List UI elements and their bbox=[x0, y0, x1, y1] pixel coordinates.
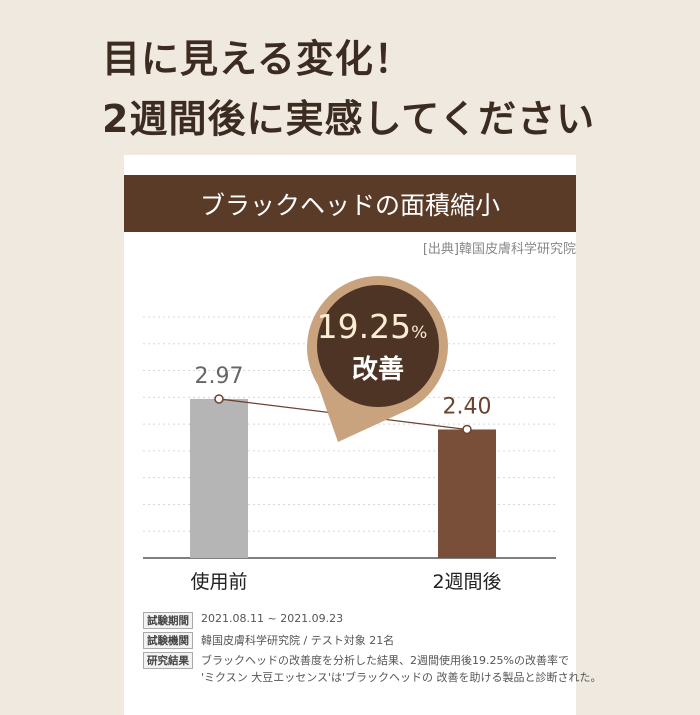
meta-text: ブラックヘッドの改善度を分析した結果、2週間使用後19.25%の改善率で bbox=[201, 654, 569, 667]
badge-label: 改善 bbox=[352, 354, 404, 385]
badge-unit: % bbox=[411, 323, 427, 343]
chart: 2.97 使用前 2.40 2週間後 19.25% 改善 bbox=[143, 276, 556, 593]
badge-value: 19.25 bbox=[317, 307, 411, 346]
category-label: 使用前 bbox=[190, 571, 247, 593]
meta-text: 2021.08.11 ~ 2021.09.23 bbox=[201, 612, 344, 625]
meta-text-2: 'ミクスン 大豆エッセンス'は'ブラックヘッドの 改善を助ける製品と診断された。 bbox=[201, 671, 602, 684]
category-label: 2週間後 bbox=[432, 571, 501, 593]
meta-text: 韓国皮膚科学研究院 / テスト対象 21名 bbox=[201, 634, 395, 647]
data-label: 2.40 bbox=[443, 394, 492, 419]
point-marker bbox=[462, 424, 472, 435]
chart-title: ブラックヘッドの面積縮小 bbox=[124, 175, 576, 232]
meta-row-period: 試験期間 2021.08.11 ~ 2021.09.23 bbox=[143, 612, 343, 629]
data-label: 2.97 bbox=[195, 364, 244, 389]
bar-0 bbox=[190, 398, 248, 558]
meta-row-result: 研究結果 ブラックヘッドの改善度を分析した結果、2週間使用後19.25%の改善率で… bbox=[143, 652, 602, 686]
meta-tag: 研究結果 bbox=[143, 652, 193, 669]
improvement-badge: 19.25% 改善 bbox=[307, 276, 448, 442]
meta-tag: 試験期間 bbox=[143, 612, 193, 629]
headline-line1: 目に見える変化！ bbox=[102, 37, 413, 81]
point-marker bbox=[214, 394, 224, 404]
meta-tag: 試験機関 bbox=[143, 632, 193, 649]
svg-text:19.25%: 19.25% bbox=[317, 307, 428, 346]
meta-row-institute: 試験機関 韓国皮膚科学研究院 / テスト対象 21名 bbox=[143, 632, 394, 649]
headline-line2: 2週間後に実感してください bbox=[102, 97, 596, 141]
source-note: [出典]韓国皮膚科学研究院 bbox=[422, 242, 576, 257]
bar-1 bbox=[438, 429, 496, 558]
